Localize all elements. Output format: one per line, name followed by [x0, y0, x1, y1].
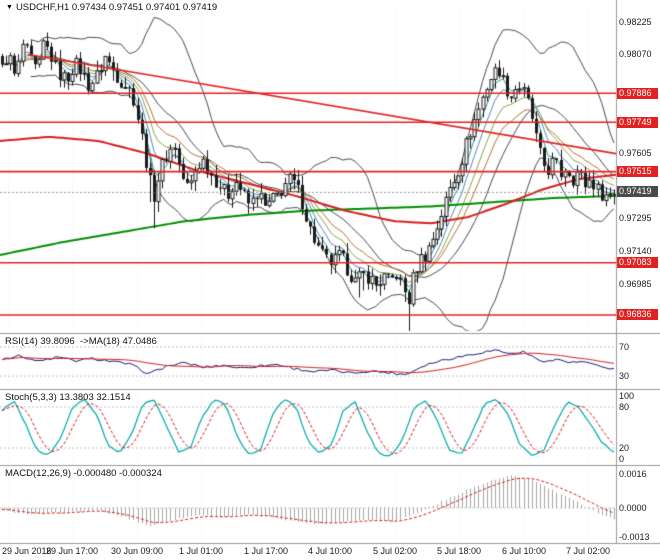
terminal-chart-window: ▼ USDCHF,H1 0.97434 0.97451 0.97401 0.974… [0, 0, 660, 560]
chart-canvas[interactable] [0, 0, 660, 560]
